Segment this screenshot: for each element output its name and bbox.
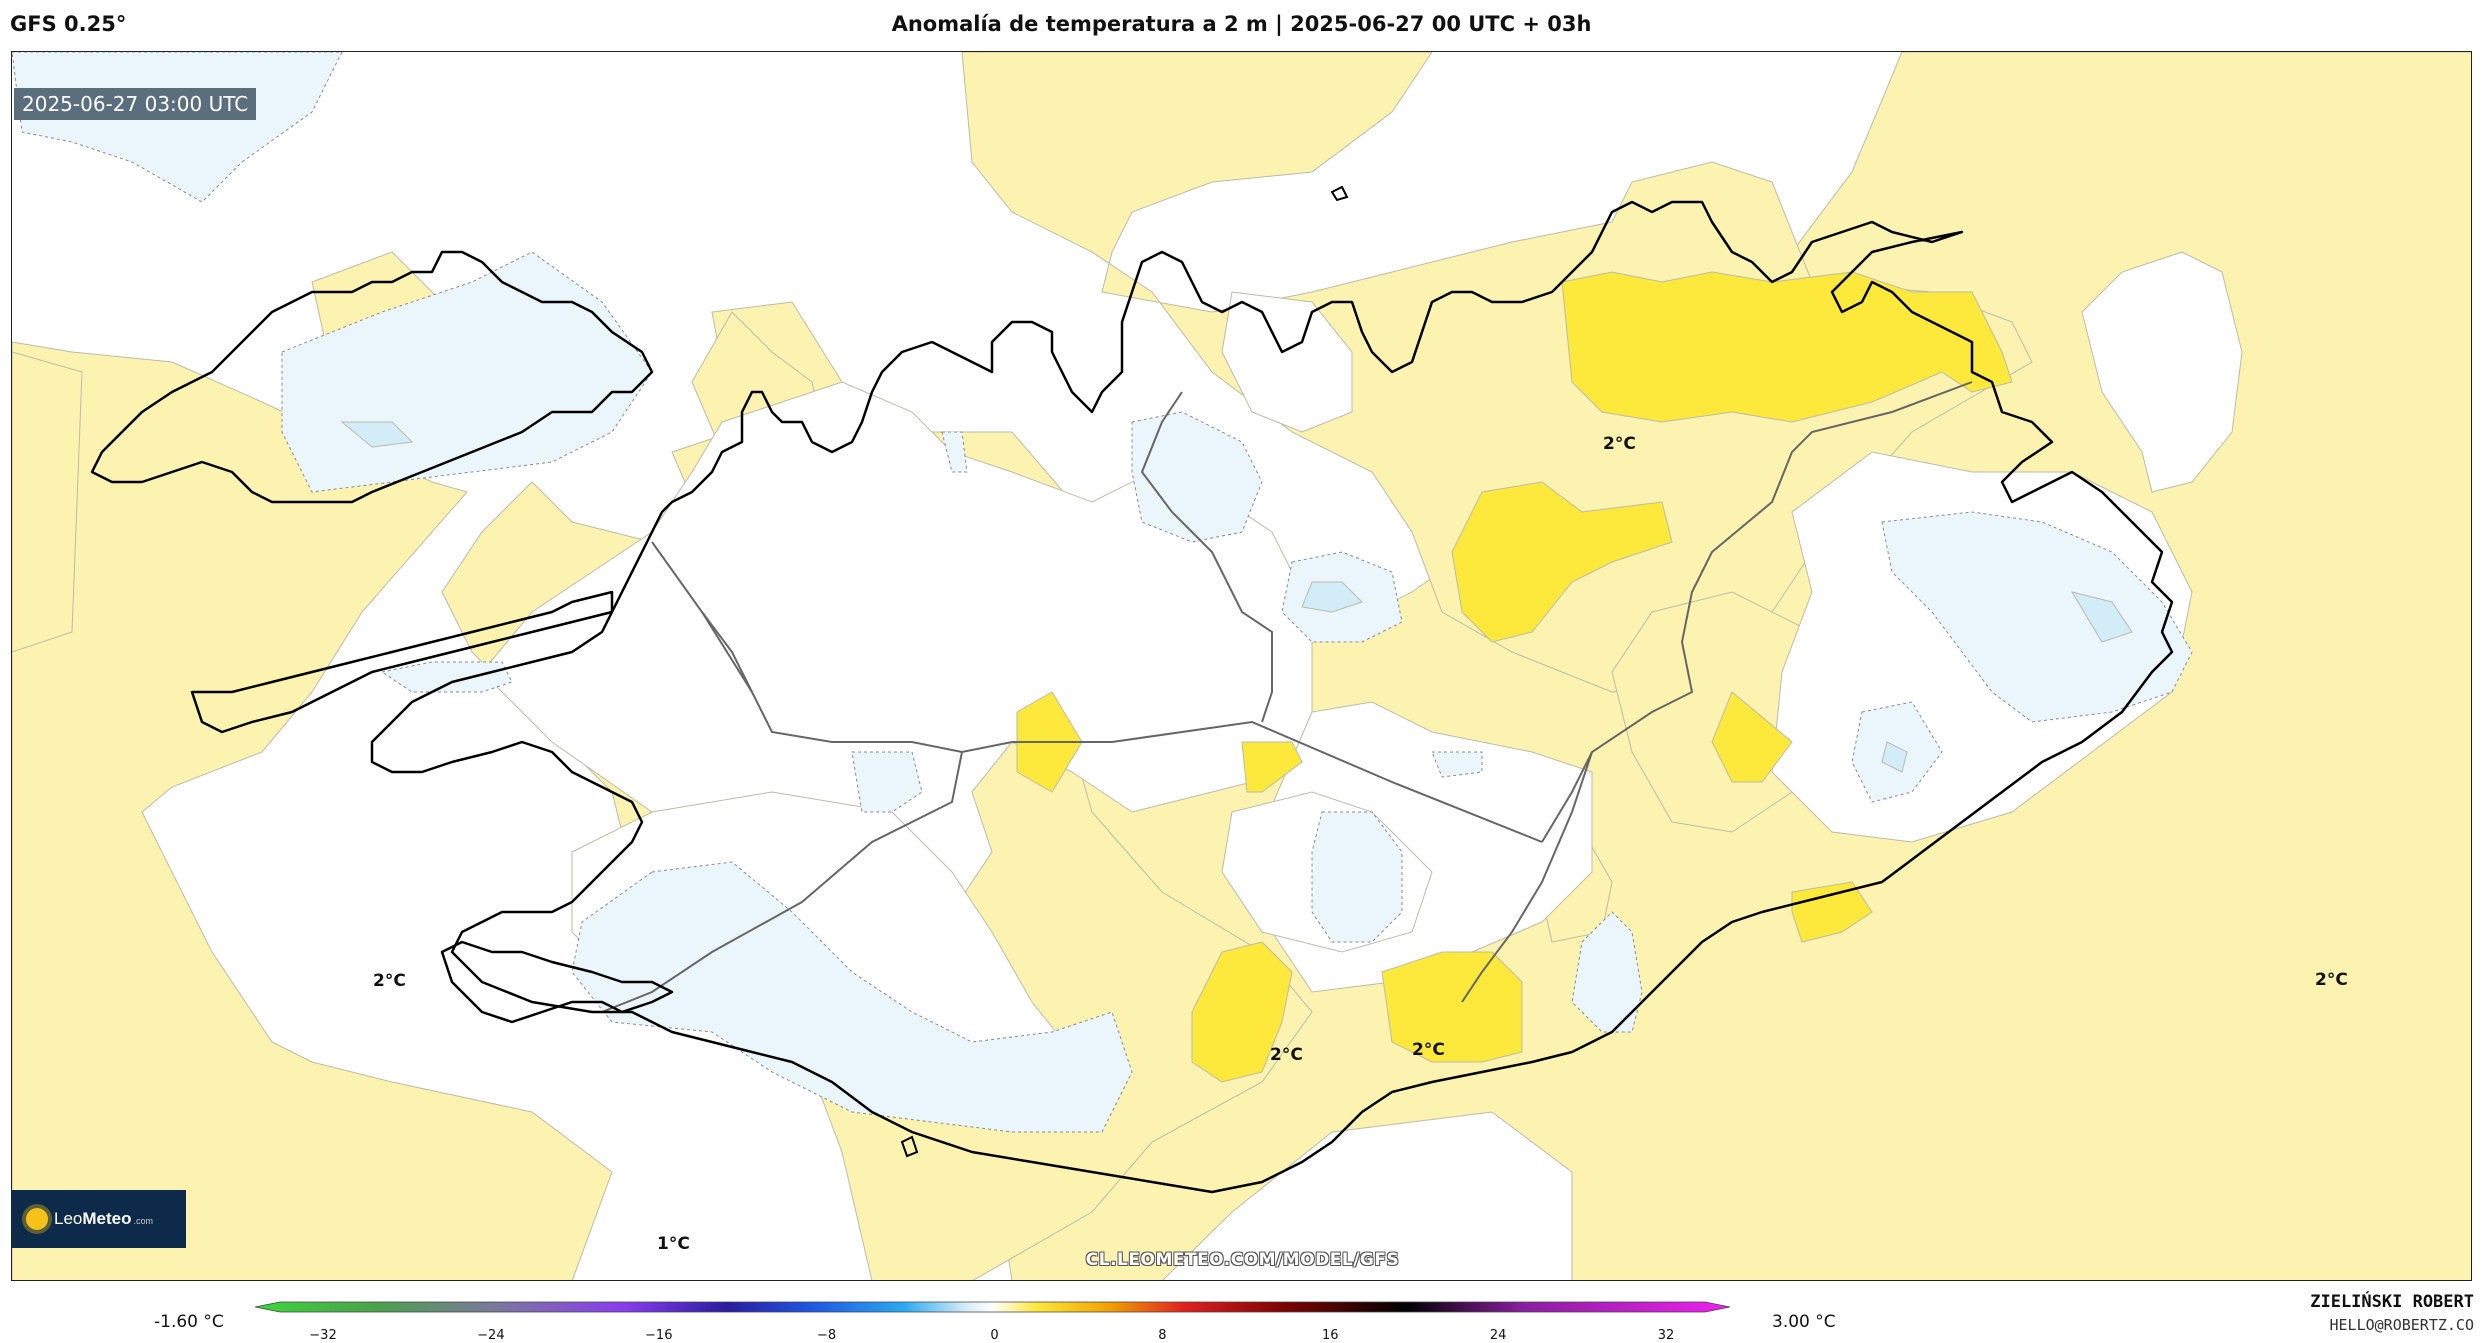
contact-credit: HELLO@ROBERTZ.CO — [2329, 1316, 2475, 1334]
colorbar-tick-label: 8 — [1158, 1328, 1167, 1343]
field-north-small-light-blue — [941, 431, 968, 473]
colorbar-tick-label: −16 — [645, 1328, 673, 1343]
contour-label: 2°C — [1270, 1045, 1303, 1065]
leometeo-logo: LeoMeteo .com — [12, 1190, 186, 1248]
field-west-small-light-yellow — [12, 351, 83, 653]
island-grimsey — [1330, 185, 1349, 202]
field-southeast-yellow — [1791, 881, 1873, 943]
region-borders — [601, 381, 1973, 1013]
field-east-blue — [2070, 591, 2133, 643]
colorbar-tick-label: −24 — [477, 1328, 505, 1343]
field-small-center-light-blue — [1431, 751, 1483, 778]
contour-label: 1°C — [657, 1234, 690, 1254]
colorbar-gradient — [254, 1301, 1731, 1313]
timestamp-badge: 2025-06-27 03:00 UTC — [14, 88, 257, 120]
coastline-main — [370, 200, 2174, 1194]
field-north-white — [1221, 291, 1353, 433]
colorbar-tick-label: −32 — [309, 1328, 337, 1343]
sun-icon — [26, 1208, 48, 1230]
logo-suffix: Meteo — [82, 1209, 132, 1228]
model-label: GFS 0.25° — [10, 12, 127, 36]
field-south-interior-light-blue — [1311, 811, 1403, 943]
colorbar-tick-label: 24 — [1489, 1328, 1507, 1343]
field-south-east-light-blue — [1571, 911, 1643, 1033]
field-north-interior-light-blue — [1131, 411, 1263, 543]
colorbar — [254, 1301, 1731, 1313]
field-center-yellow — [1451, 481, 1673, 643]
field-west-bay-light-blue — [380, 661, 513, 693]
contour-label: 2°C — [1603, 434, 1636, 454]
source-url: CL.LEOMETEO.COM/MODEL/GFS — [1085, 1250, 1400, 1270]
anomaly-fields — [12, 52, 2471, 1280]
field-north-yellow — [1561, 271, 2013, 423]
field-east-mid-yellow — [1711, 691, 1793, 783]
border-line — [701, 611, 753, 693]
island-vestmannaeyjar — [900, 1135, 919, 1158]
anomaly-map — [12, 52, 2471, 1280]
logo-prefix: Leo — [54, 1209, 83, 1228]
colorbar-max-label: 3.00 °C — [1772, 1312, 1836, 1332]
field-west-center-light-blue — [851, 751, 923, 813]
border-line — [1461, 751, 1593, 1003]
field-south-west-yellow — [1191, 941, 1293, 1083]
contour-label: 2°C — [1412, 1040, 1445, 1060]
border-line — [651, 541, 1543, 843]
map-panel: 2025-06-27 03:00 UTC 2°C 2°C 2°C 2°C 2°C… — [11, 51, 2472, 1281]
map-title: Anomalía de temperatura a 2 m | 2025-06-… — [891, 12, 1592, 36]
colorbar-tick-label: −8 — [817, 1328, 837, 1343]
author-credit: ZIELIŃSKI ROBERT — [2310, 1292, 2474, 1312]
colorbar-tick-label: 0 — [990, 1328, 999, 1343]
field-central2-small-yellow — [1241, 741, 1303, 793]
logo-wordmark: LeoMeteo .com — [54, 1209, 153, 1229]
field-nw-corner-light-blue — [12, 52, 343, 203]
field-east-mid-blue — [1881, 741, 1908, 773]
field-north-interior-blue — [1301, 581, 1363, 613]
coastline-snaefellsnes — [190, 590, 614, 734]
colorbar-tick-label: 16 — [1321, 1328, 1339, 1343]
field-east-light-blue — [1881, 511, 2193, 723]
coastline-reykjanes — [440, 940, 674, 1024]
border-line — [1140, 391, 1273, 723]
contour-label: 2°C — [2315, 970, 2348, 990]
border-line — [601, 751, 963, 1013]
colorbar-tick-label: 32 — [1657, 1328, 1675, 1343]
colorbar-min-label: -1.60 °C — [154, 1312, 224, 1332]
field-south-west-light-blue — [571, 861, 1133, 1133]
contour-label: 2°C — [373, 971, 406, 991]
field-westfjords-blue — [340, 421, 414, 448]
coastline — [90, 200, 2174, 1194]
logo-tld: .com — [133, 1216, 154, 1226]
field-south-yellow — [1381, 951, 1523, 1063]
field-northeast-white — [2081, 251, 2243, 493]
coastline-westfjords — [90, 250, 654, 504]
